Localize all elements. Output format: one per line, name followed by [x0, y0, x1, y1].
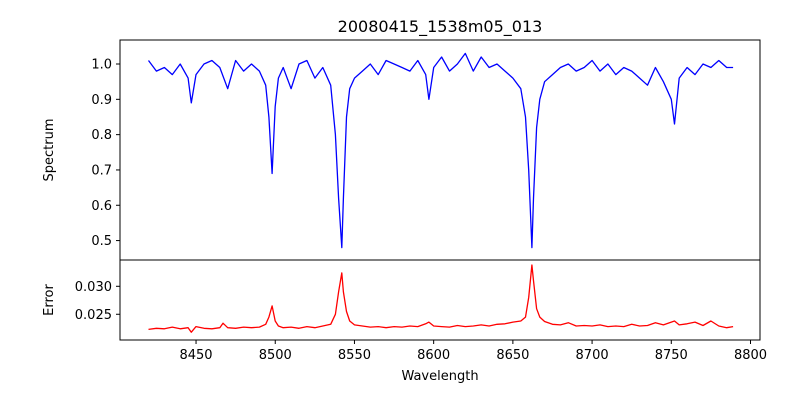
spectrum-y-axis-label: Spectrum	[42, 119, 57, 182]
spectrum-plot-frame	[119, 39, 761, 261]
spectrum-y-tick-label: 0.8	[91, 128, 112, 143]
spectrum-panel: 0.5 0.6 0.7 0.8 0.9 1.0	[91, 39, 761, 261]
spectrum-y-tick-label: 0.7	[91, 163, 112, 178]
error-y-axis-label: Error	[42, 284, 57, 316]
spectrum-y-tick-label: 0.5	[91, 234, 112, 249]
error-panel: 0.025 0.030 8450 8500 8550 8600 8650 8700 8750 88…	[75, 259, 767, 363]
x-tick-label: 8450	[179, 348, 212, 363]
error-plot-frame	[119, 259, 761, 341]
x-tick-label: 8800	[734, 348, 767, 363]
x-axis-label: Wavelength	[401, 369, 478, 384]
spectrum-y-tick-label: 0.9	[91, 93, 112, 108]
x-tick-label: 8700	[576, 348, 609, 363]
x-tick-label: 8550	[338, 348, 371, 363]
chart-title: 20080415_1538m05_013	[338, 17, 543, 37]
error-y-tick-label: 0.025	[75, 308, 112, 323]
error-y-tick-label: 0.030	[75, 280, 112, 295]
spectrum-y-tick-label: 1.0	[91, 58, 112, 73]
spectrum-series-line	[147, 52, 734, 249]
x-tick-label: 8650	[496, 348, 529, 363]
x-tick-label: 8500	[259, 348, 292, 363]
x-tick-label: 8600	[417, 348, 450, 363]
x-tick-label: 8750	[655, 348, 688, 363]
error-series-line	[148, 264, 734, 333]
spectrum-y-tick-label: 0.6	[91, 199, 112, 214]
